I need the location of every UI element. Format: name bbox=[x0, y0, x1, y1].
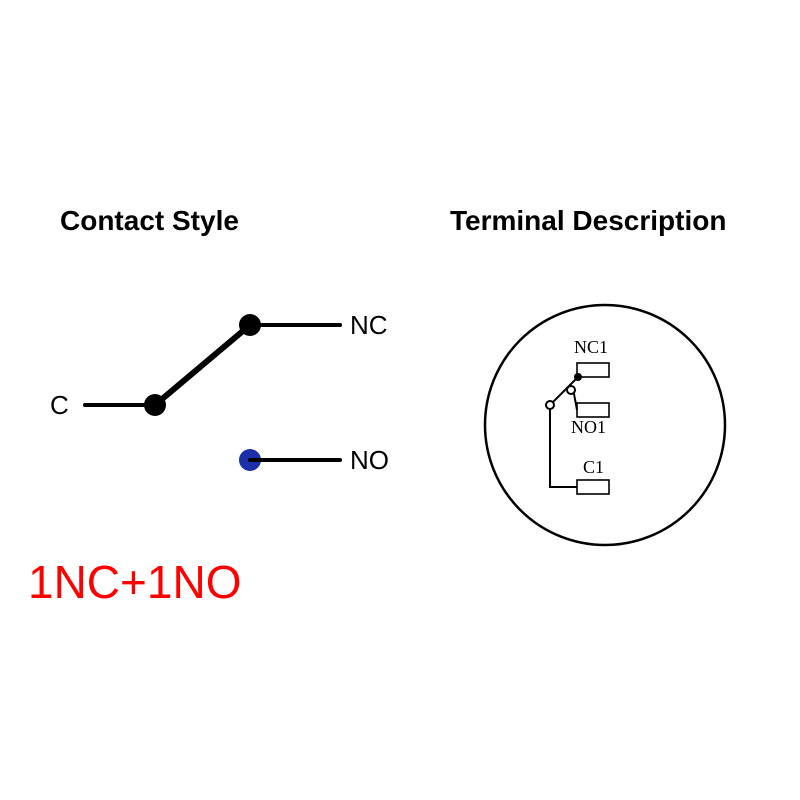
contact-configuration: 1NC+1NO bbox=[28, 555, 241, 609]
contact-style-schematic bbox=[40, 260, 380, 520]
terminal-description-heading: Terminal Description bbox=[450, 205, 726, 237]
nc1-label: NC1 bbox=[574, 337, 608, 357]
c1-label: C1 bbox=[583, 457, 604, 477]
nc-label: NC bbox=[350, 310, 388, 341]
no1-terminal-rect bbox=[577, 403, 609, 417]
no-label: NO bbox=[350, 445, 389, 476]
c1-terminal-rect bbox=[577, 480, 609, 494]
contact-style-heading: Contact Style bbox=[60, 205, 239, 237]
diagram-canvas: { "page": { "width": 800, "height": 800,… bbox=[0, 0, 800, 800]
nc1-terminal-rect bbox=[577, 363, 609, 377]
no1-label: NO1 bbox=[571, 417, 606, 437]
mini-contact-dot bbox=[574, 373, 582, 381]
terminal-description-diagram: NC1 NO1 C1 bbox=[450, 275, 760, 575]
mini-pivot-ring bbox=[546, 401, 554, 409]
switch-arm bbox=[155, 325, 250, 405]
no1-lead-line bbox=[574, 393, 577, 410]
mini-open-ring bbox=[567, 386, 575, 394]
c-label: C bbox=[50, 390, 69, 421]
